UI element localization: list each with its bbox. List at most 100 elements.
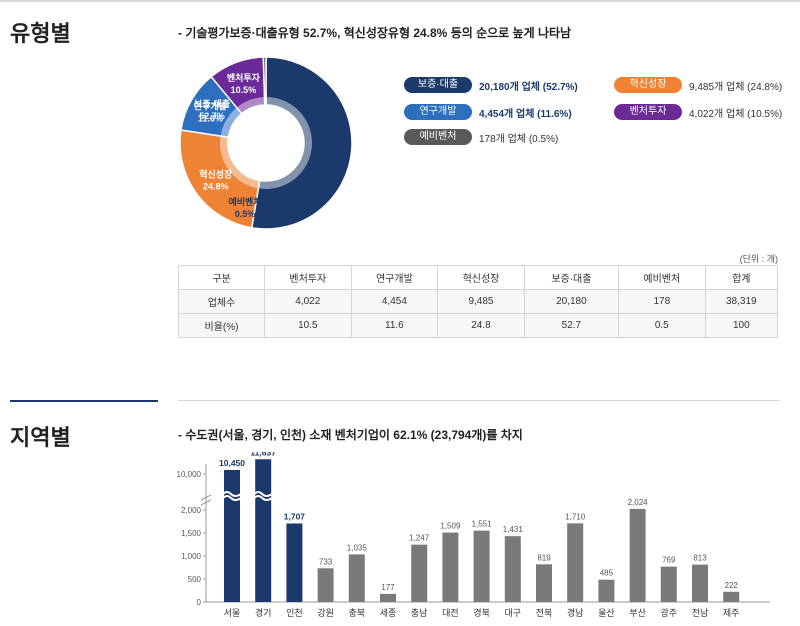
table-header-cell: 합계	[704, 265, 779, 290]
bar-value-label: 813	[693, 554, 707, 563]
x-tick-label: 대구	[505, 608, 522, 618]
region-headline: - 수도권(서울, 경기, 인천) 소재 벤처기업이 62.1% (23,794…	[178, 428, 523, 442]
region-bar-chart: 0 500 1,000 1,500 2,000 10,000 10,450 서울 11,637 경…	[177, 452, 770, 618]
x-tick-label: 광주	[661, 607, 678, 618]
y-break-tick-label: 10,000	[177, 470, 202, 479]
bar-value-label: 1,431	[503, 525, 524, 534]
bar-value-label: 733	[319, 557, 333, 566]
legend-value-innovation: 9,485개 업체 (24.8%)	[689, 81, 783, 93]
type-headline: - 기술평가보증·대출유형 52.7%, 혁신성장유형 24.8% 등의 순으로…	[178, 26, 572, 40]
table-cell: 52.7	[523, 313, 620, 338]
legend-swatch-guarantee: 보증·대출	[404, 77, 472, 93]
y-tick-label: 1,500	[181, 529, 202, 538]
table-cell: 0.5	[618, 313, 706, 338]
table-cell: 10.5	[264, 313, 352, 338]
donut-slice-label: 혁신성장	[199, 168, 233, 179]
legend-swatch-innovation: 혁신성장	[614, 77, 682, 93]
bar-경남	[567, 523, 584, 602]
table-header-cell: 벤처투자	[264, 265, 352, 290]
x-tick-label: 세종	[380, 608, 397, 618]
legend-item-preventure: 예비벤처 178개 업체 (0.5%)	[404, 129, 558, 145]
bar-대구	[504, 536, 521, 602]
table-cell: 38,319	[704, 289, 779, 314]
section-title-region: 지역별	[10, 425, 71, 450]
x-tick-label: 부산	[629, 608, 646, 618]
bar-부산	[629, 508, 646, 602]
bar-전북	[536, 564, 552, 602]
table-header-cell: 구분	[178, 265, 265, 290]
donut-slice	[262, 56, 267, 106]
table-header-row: 구분 벤처투자 연구개발 혁신성장 보증·대출 예비벤처 합계	[178, 265, 779, 290]
legend-item-investment: 벤처투자 4,022개 업체 (10.5%)	[614, 104, 782, 120]
x-tick-label: 전남	[692, 608, 709, 618]
donut-slice-pct: 0.5%	[235, 209, 256, 219]
x-tick-label: 제주	[723, 608, 740, 618]
table-cell: 업체수	[178, 289, 265, 314]
table-cell: 4,454	[350, 289, 439, 314]
donut-inner-ring	[220, 97, 312, 189]
bar-break-mark	[222, 491, 242, 497]
bar-value-label: 11,637	[250, 452, 276, 457]
section-divider-accent	[10, 400, 158, 402]
bar-value-label: 769	[662, 556, 676, 565]
y-tick-label: 500	[188, 575, 202, 584]
type-table: 구분 벤처투자 연구개발 혁신성장 보증·대출 예비벤처 합계 업체수 4,02…	[178, 265, 779, 338]
bar-value-label: 1,707	[284, 511, 306, 521]
type-donut-chart: 보증·대출 52.7% 혁신성장 24.8% 연구개발 11.6% 벤처투자 10.5% 예비벤…	[179, 56, 353, 230]
bar-break-mark	[253, 491, 273, 497]
table-row: 비율(%) 10.5 11.6 24.8 52.7 0.5 100	[178, 313, 779, 338]
donut-slice	[179, 129, 261, 229]
legend-value-investment: 4,022개 업체 (10.5%)	[689, 108, 783, 120]
bar-강원	[317, 568, 334, 602]
donut-slice-label: 연구개발	[194, 100, 228, 111]
donut-hole	[230, 107, 302, 179]
x-tick-label: 서울	[224, 608, 241, 618]
x-tick-label: 대전	[442, 608, 459, 618]
bar-value-label: 177	[381, 583, 395, 592]
donut-slice-label: 보증·대출	[194, 98, 230, 109]
legend-value-research: 4,454개 업체 (11.6%)	[479, 108, 572, 120]
bar-대전	[442, 532, 459, 602]
table-row: 업체수 4,022 4,454 9,485 20,180 178 38,319	[178, 289, 779, 314]
donut-slice-pct: 24.8%	[203, 181, 229, 191]
bar-충북	[348, 554, 365, 602]
donut-slice-pct: 52.7%	[199, 111, 225, 121]
y-tick-label: 2,000	[181, 506, 202, 515]
bar-value-label: 1,035	[347, 543, 368, 552]
y-tick-label: 1,000	[181, 552, 202, 561]
bar-value-label: 819	[537, 553, 551, 562]
donut-slice	[250, 56, 353, 230]
legend-item-innovation: 혁신성장 9,485개 업체 (24.8%)	[614, 77, 782, 93]
legend-item-research: 연구개발 4,454개 업체 (11.6%)	[404, 104, 572, 120]
bar-value-label: 1,509	[440, 522, 461, 531]
legend-swatch-preventure: 예비벤처	[404, 129, 472, 145]
table-cell: 24.8	[437, 313, 525, 338]
table-cell: 100	[704, 313, 779, 338]
donut-slice-pct: 11.6%	[198, 113, 223, 123]
table-cell: 20,180	[523, 289, 620, 314]
x-tick-label: 경북	[473, 607, 490, 618]
bar-광주	[660, 566, 677, 602]
bar-value-label: 1,551	[472, 520, 493, 529]
table-header-cell: 혁신성장	[437, 265, 525, 290]
table-header-cell: 보증·대출	[523, 265, 620, 290]
bar-충남	[411, 544, 428, 602]
donut-slice-pct: 10.5%	[231, 85, 257, 95]
bar-울산	[598, 579, 615, 602]
bar-value-label: 222	[725, 581, 739, 590]
bar-value-label: 1,710	[565, 512, 586, 521]
top-divider	[0, 0, 800, 2]
table-cell: 11.6	[350, 313, 439, 338]
table-cell: 비율(%)	[178, 313, 265, 338]
x-tick-label: 경남	[567, 607, 584, 618]
type-legend: 보증·대출 20,180개 업체 (52.7%) 혁신성장 9,485개 업체 …	[404, 77, 784, 157]
table-header-cell: 연구개발	[350, 265, 439, 290]
legend-item-guarantee: 보증·대출 20,180개 업체 (52.7%)	[404, 77, 578, 93]
bar-전남	[692, 564, 708, 602]
donut-slice-label: 예비벤처	[228, 196, 261, 207]
x-tick-label: 충북	[349, 608, 366, 618]
bar-break-mark	[253, 495, 273, 501]
bar-경기	[255, 459, 272, 602]
legend-value-guarantee: 20,180개 업체 (52.7%)	[479, 81, 578, 93]
section-divider	[178, 400, 780, 401]
